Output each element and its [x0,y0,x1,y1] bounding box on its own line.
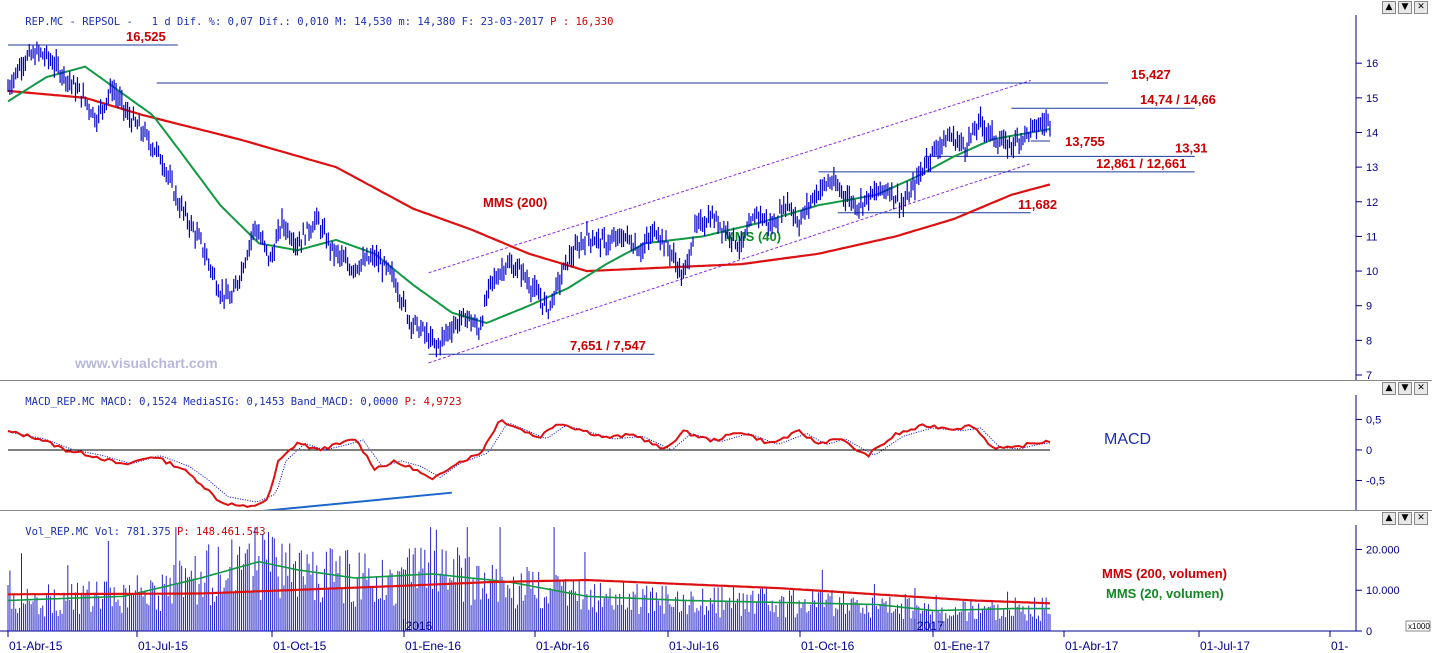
level-label: 16,525 [126,29,166,44]
level-label: 13,755 [1065,134,1105,149]
close-button[interactable]: ✕ [1414,1,1428,14]
x1000-box [1405,620,1431,632]
macd-scroll-down-button[interactable]: ▼ [1398,382,1412,395]
price-header-name: REPSOL [82,16,121,28]
vol-close-button[interactable]: ✕ [1414,512,1428,525]
macd-signal-line [7,422,1051,503]
price-tick-label: 9 [1366,301,1372,313]
price-panel[interactable]: REP.MC - REPSOL - 1 d Dif. %: 0,07 Dif.:… [0,0,1432,380]
macd-panel[interactable]: MACD_REP.MC MACD: 0,1524 MediaSIG: 0,145… [0,380,1432,511]
macd-header-p: 4,9723 [423,396,462,408]
macd-tick-label: 0,5 [1366,414,1381,426]
macd-close-button[interactable]: ✕ [1414,382,1428,395]
level-label: 7,651 / 7,547 [570,338,646,353]
watermark: www.visualchart.com [74,355,218,371]
date-label: 01-Abr-17 [1065,639,1119,653]
date-label: 01- [1331,639,1348,653]
price-header-ticker: REP.MC [25,16,64,28]
channel-upper-line [428,80,1031,274]
price-tick-label: 10 [1366,266,1378,278]
macd-chart: MACD 0,5 0 -0,5 [7,395,1385,511]
macd-tick-label: 0 [1366,445,1372,457]
macd-window-buttons: ▲ ▼ ✕ [1382,382,1428,395]
vol-header: Vol_REP.MC Vol: 781.375 P: 148.461.543 [0,511,1432,538]
price-header-dif-pct: 0,07 [227,16,253,28]
price-header: REP.MC - REPSOL - 1 d Dif. %: 0,07 Dif.:… [0,0,1432,28]
volume-panel[interactable]: Vol_REP.MC Vol: 781.375 P: 148.461.543 ▲… [0,510,1432,653]
price-header-dif: 0,010 [297,16,329,28]
level-label: 14,74 / 14,66 [1140,92,1216,107]
price-header-min: 14,380 [417,16,456,28]
price-tick-label: 13 [1366,162,1378,174]
date-label: 01-Ene-16 [405,639,461,653]
vol-tick-label: 20.000 [1366,544,1400,556]
vol-header-p: 148.461.543 [196,526,266,538]
vol-mms20-line [7,560,1050,612]
level-label: 11,682 [1018,197,1057,212]
date-label: 01-Abr-15 [9,639,63,653]
macd-tick-label: -0,5 [1366,475,1385,487]
year-marker-label: 2016 [406,619,433,633]
date-label: 01-Oct-16 [801,639,855,653]
date-label: 01-Oct-15 [273,639,327,653]
price-tick-label: 14 [1366,127,1378,139]
vol-mms200-label: MMS (200, volumen) [1102,566,1227,581]
mms200-label: MMS (200) [483,195,547,210]
channel-lower-line [428,163,1031,364]
price-header-date: 23-03-2017 [480,16,544,28]
vol-mms20-label: MMS (20, volumen) [1106,586,1224,601]
date-label: 01-Jul-17 [1200,639,1250,653]
price-header-period: 1 d [151,16,171,28]
mms200-line [7,89,1051,273]
vol-scroll-down-button[interactable]: ▼ [1398,512,1412,525]
date-label: 01-Jul-16 [669,639,719,653]
date-label: 01-Abr-16 [536,639,590,653]
price-chart: www.visualchart.com MMS (200) MMS (40) 1… [7,15,1378,380]
macd-label: MACD [1104,431,1151,448]
price-header-p: 16,330 [575,16,614,28]
price-tick-label: 11 [1366,231,1377,243]
level-label: 13,31 [1175,140,1208,155]
macd-header-text: MACD_REP.MC MACD: 0,1524 MediaSIG: 0,145… [25,396,399,408]
price-tick-label: 8 [1366,335,1372,347]
macd-header: MACD_REP.MC MACD: 0,1524 MediaSIG: 0,145… [0,381,1432,408]
vol-tick-label: 10.000 [1366,585,1400,597]
price-window-buttons: ▲ ▼ ✕ [1382,1,1428,14]
mms40-label: MMS (40) [724,229,781,244]
price-tick-label: 12 [1366,197,1378,209]
vol-mms200-line [8,578,1051,605]
macd-line [7,418,1051,508]
vol-window-buttons: ▲ ▼ ✕ [1382,512,1428,525]
x1000-label: x1000 [1408,622,1430,631]
level-label: 12,861 / 12,661 [1096,156,1186,171]
scroll-down-button[interactable]: ▼ [1398,1,1412,14]
macd-scroll-up-button[interactable]: ▲ [1382,382,1396,395]
date-label: 01-Ene-17 [934,639,990,653]
date-label: 01-Jul-15 [138,639,188,653]
price-tick-label: 7 [1366,370,1372,380]
scroll-up-button[interactable]: ▲ [1382,1,1396,14]
price-tick-label: 15 [1366,93,1378,105]
macd-trendline [262,491,452,511]
year-marker-label: 2017 [917,619,944,633]
price-header-max: 14,530 [354,16,393,28]
price-tick-label: 16 [1366,58,1378,70]
volume-chart: MMS (200, volumen) MMS (20, volumen) x10… [0,525,1431,653]
vol-header-text: Vol_REP.MC Vol: 781.375 [25,526,171,538]
level-label: 15,427 [1131,67,1171,82]
vol-scroll-up-button[interactable]: ▲ [1382,512,1396,525]
vol-tick-label: 0 [1366,626,1372,638]
